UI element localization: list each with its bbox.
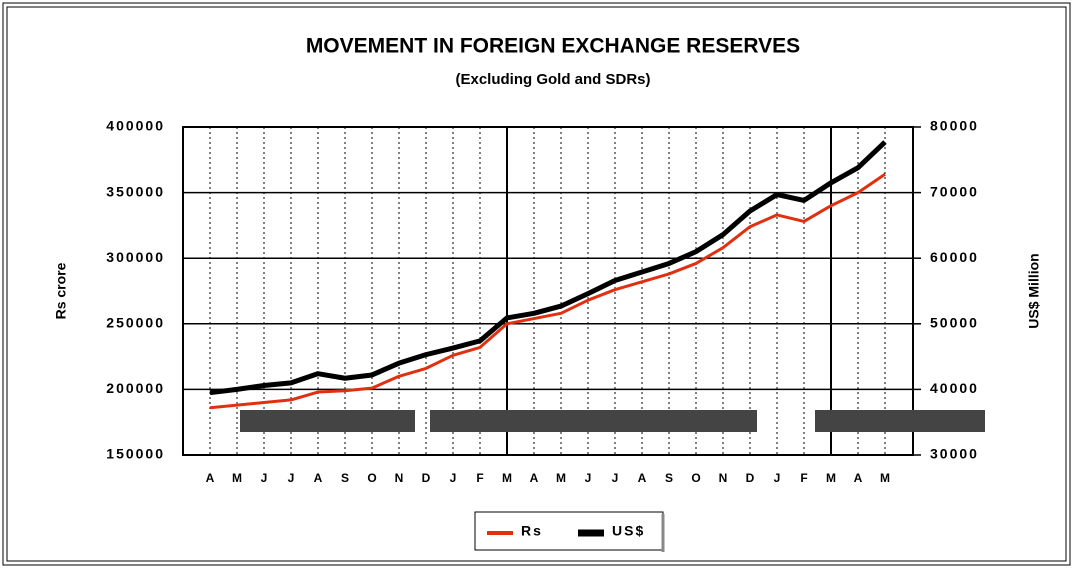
x-tick-label: M	[232, 471, 242, 485]
frame-inner	[6, 6, 1067, 562]
x-tick-label: S	[341, 471, 349, 485]
series-line	[209, 172, 886, 410]
x-tick-label: F	[476, 471, 483, 485]
y2-tick-label: 60000	[930, 249, 979, 265]
band	[430, 410, 757, 432]
x-tick-label: O	[691, 471, 700, 485]
x-tick-label: N	[395, 471, 404, 485]
x-tick-label: A	[854, 471, 863, 485]
y2-tick-label: 40000	[930, 380, 979, 396]
y-axis-label: Rs crore	[53, 262, 69, 319]
x-tick-label: M	[880, 471, 890, 485]
x-tick-label: O	[367, 471, 376, 485]
y2-axis-label: US$ Million	[1026, 253, 1042, 328]
x-tick-label: M	[556, 471, 566, 485]
x-tick-label: N	[719, 471, 728, 485]
x-tick-label: A	[314, 471, 323, 485]
x-tick-label: J	[612, 471, 619, 485]
x-tick-label: M	[826, 471, 836, 485]
y-tick-label: 400000	[106, 118, 165, 134]
x-tick-label: D	[422, 471, 431, 485]
y2-tick-label: 50000	[930, 315, 979, 331]
y2-tick-label: 80000	[930, 118, 979, 134]
y2-tick-label: 30000	[930, 446, 979, 462]
chart-title: MOVEMENT IN FOREIGN EXCHANGE RESERVES	[306, 35, 800, 58]
x-tick-label: F	[800, 471, 807, 485]
x-tick-label: J	[450, 471, 457, 485]
x-tick-label: J	[585, 471, 592, 485]
x-tick-label: A	[206, 471, 215, 485]
y-tick-label: 350000	[106, 183, 165, 199]
x-tick-label: A	[638, 471, 647, 485]
x-tick-label: J	[774, 471, 781, 485]
series-line	[209, 140, 887, 396]
x-tick-label: D	[746, 471, 755, 485]
band	[240, 410, 415, 432]
plot-area	[182, 126, 914, 456]
x-tick-label: J	[261, 471, 268, 485]
y-tick-label: 200000	[106, 380, 165, 396]
x-tick-label: J	[288, 471, 295, 485]
y2-tick-label: 70000	[930, 183, 979, 199]
y-tick-label: 150000	[106, 446, 165, 462]
x-tick-label: A	[530, 471, 539, 485]
chart-subtitle: (Excluding Gold and SDRs)	[455, 71, 650, 88]
band	[815, 410, 985, 432]
y-tick-label: 250000	[106, 315, 165, 331]
y-tick-label: 300000	[106, 249, 165, 265]
x-tick-label: S	[665, 471, 673, 485]
x-tick-label: M	[502, 471, 512, 485]
legend-label: US$	[612, 523, 645, 539]
legend-label: Rs	[521, 523, 543, 539]
